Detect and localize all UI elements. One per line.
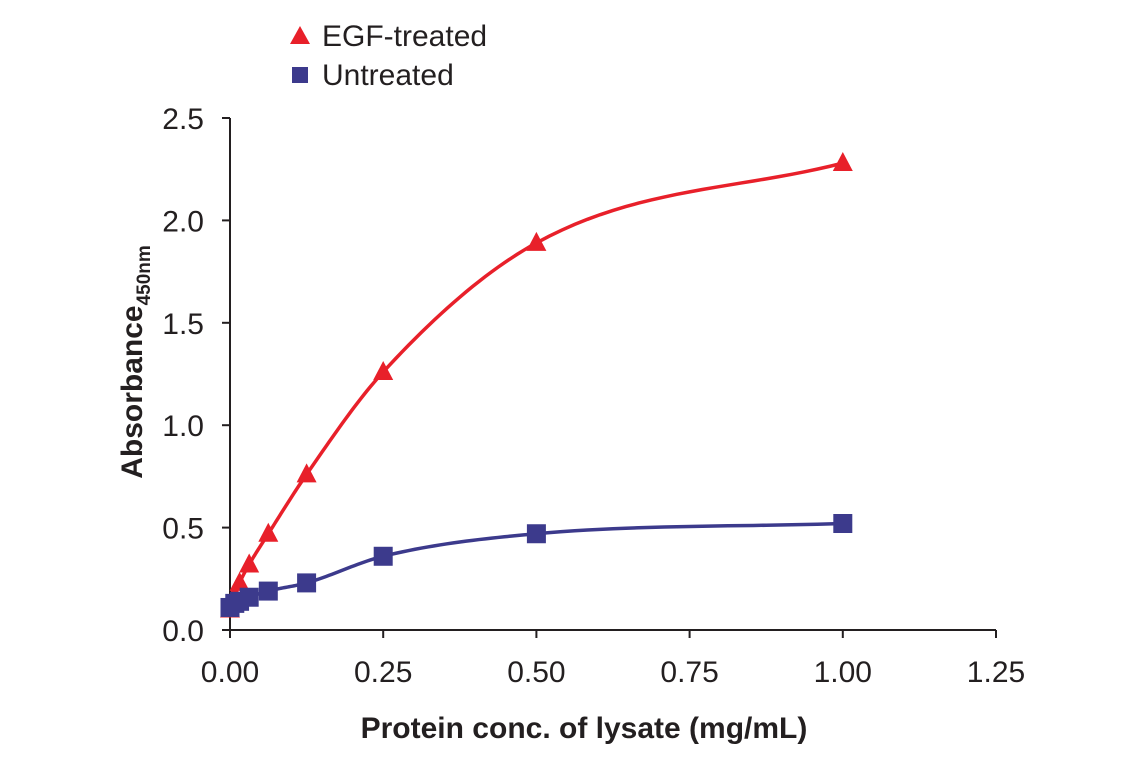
x-tick-label: 0.75 — [660, 656, 718, 689]
y-tick-label: 2.0 — [162, 205, 204, 238]
y-axis-title-subscript: 450nm — [134, 245, 155, 305]
legend-egf-treated-label: EGF-treated — [322, 20, 487, 53]
y-axis-title-main: Absorbance — [116, 305, 149, 478]
egf-treated-point — [239, 553, 260, 573]
markers — [220, 152, 853, 618]
legend: EGF-treated Untreated — [290, 20, 487, 92]
egf-treated-point — [832, 152, 853, 172]
y-tick-label: 1.0 — [162, 410, 204, 443]
legend-untreated-label: Untreated — [322, 59, 454, 92]
x-tick-label: 0.50 — [507, 656, 565, 689]
untreated-point — [258, 581, 278, 601]
axes: 0.0 0.5 1.0 1.5 2.0 2.5 0.00 0.25 0.50 0.75 1.00 1.… — [162, 103, 1025, 689]
egf-treated-point — [258, 522, 279, 542]
untreated-point — [239, 587, 259, 607]
untreated-point — [373, 546, 393, 566]
x-tick-label: 0.25 — [354, 656, 412, 689]
x-tick-label: 0.00 — [201, 656, 259, 689]
untreated-point — [297, 573, 317, 593]
y-tick-label: 0.0 — [162, 615, 204, 648]
legend-egf-treated-icon — [290, 26, 310, 44]
y-tick-label: 0.5 — [162, 513, 204, 546]
untreated-point — [526, 524, 546, 544]
egf-treated-point — [526, 231, 547, 251]
legend-untreated-icon — [292, 67, 308, 83]
y-axis-title: Absorbance450nm — [116, 245, 155, 479]
egf-treated-point — [229, 571, 250, 591]
egf-treated-point — [373, 360, 394, 380]
x-tick-label: 1.25 — [967, 656, 1025, 689]
egf-treated-point — [296, 463, 317, 483]
y-tick-label: 2.5 — [162, 103, 204, 136]
x-tick-label: 1.00 — [814, 656, 872, 689]
untreated-point — [833, 514, 853, 534]
x-axis-title: Protein conc. of lysate (mg/mL) — [361, 712, 808, 745]
y-tick-label: 1.5 — [162, 308, 204, 341]
